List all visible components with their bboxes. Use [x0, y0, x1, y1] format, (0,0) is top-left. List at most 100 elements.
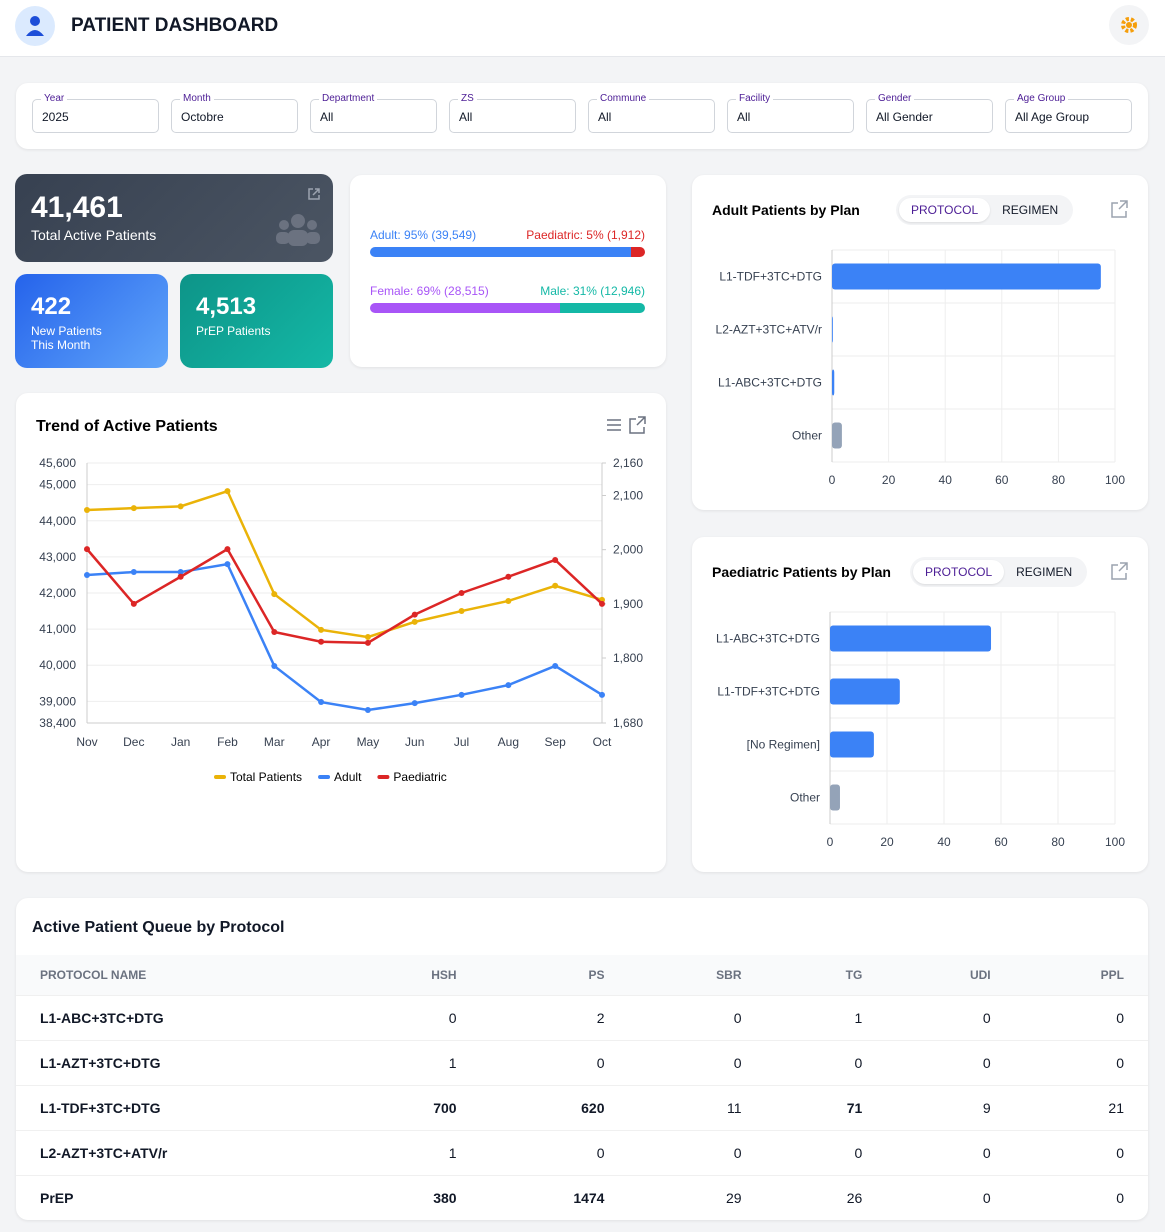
x-tick-label: Jan: [171, 735, 190, 749]
point: [364, 634, 371, 641]
x-tick-label: 20: [882, 473, 896, 487]
point: [458, 590, 465, 596]
filter-select[interactable]: Commune All: [588, 93, 715, 133]
table-cell: 0: [343, 994, 481, 1040]
tab[interactable]: PROTOCOL: [899, 198, 991, 222]
y-tick-label: L1-TDF+3TC+DTG: [717, 685, 820, 699]
kpi-value: 4,513: [196, 293, 257, 320]
paed-card: Paediatric Patients by Plan PROTOCOL REGIM…: [692, 537, 1148, 872]
filter-value: 2025: [42, 110, 69, 124]
point: [130, 600, 137, 607]
column-header: UDI: [886, 955, 1015, 995]
x-tick-label: Aug: [498, 735, 519, 749]
point: [505, 573, 512, 580]
chart: Trend of Active Patients 38,400 39,000 40,0…: [36, 416, 646, 784]
table-cell: 21: [1014, 1084, 1148, 1130]
kpi-label: PrEP Patients: [196, 324, 271, 338]
point: [130, 505, 137, 512]
tab[interactable]: REGIMEN: [1002, 203, 1059, 217]
open-icon[interactable]: [629, 416, 646, 434]
point: [552, 582, 559, 589]
point: [458, 691, 465, 698]
kpi-value: 422: [31, 293, 72, 320]
y-tick-label: 45,600: [39, 456, 76, 470]
filter-value: All Age Group: [1015, 110, 1090, 124]
tab[interactable]: PROTOCOL: [913, 560, 1005, 584]
point: [224, 488, 231, 495]
y-tick-label: 44,000: [39, 514, 76, 528]
y-tick-label: 40,000: [39, 658, 76, 672]
filter-value: Octobre: [181, 110, 224, 124]
chart-title: Paediatric Patients by Plan: [712, 564, 891, 580]
table-cell: 0: [628, 1129, 766, 1175]
filter-label: Age Group: [1014, 93, 1069, 104]
filter-select[interactable]: Gender All Gender: [866, 93, 993, 133]
filter-select[interactable]: Year 2025: [32, 93, 159, 133]
column-header: PS: [480, 955, 629, 995]
legend-swatch: [318, 775, 331, 779]
y-tick-label: 42,000: [39, 586, 76, 600]
table-row: L2-AZT+3TC+ATV/r 1 0 0 0 0 0: [16, 1129, 1148, 1175]
open-icon[interactable]: [1111, 200, 1128, 218]
filter-bar: Year 2025 Month Octobre Department All ZS All Co…: [16, 83, 1148, 149]
table-cell: 1: [765, 994, 887, 1040]
y-tick-label: L1-ABC+3TC+DTG: [716, 632, 820, 646]
table-cell: 0: [886, 1039, 1015, 1085]
table-cell: 700: [343, 1084, 481, 1130]
table-cell: 1: [343, 1039, 481, 1085]
settings-button[interactable]: [1109, 5, 1149, 45]
page-title: PATIENT DASHBOARD: [71, 15, 279, 36]
split-labels: Female: 69% (28,515) Male: 31% (12,946): [370, 284, 645, 298]
filter-select[interactable]: Department All: [310, 93, 437, 133]
table-cell: 0: [628, 1039, 766, 1085]
kpi-label: New Patients This Month: [31, 324, 102, 352]
table-cell: 0: [886, 994, 1015, 1040]
point: [505, 597, 512, 604]
x-tick-label: 40: [939, 473, 953, 487]
table-cell: 0: [886, 1174, 1015, 1220]
point: [177, 573, 184, 580]
point: [411, 611, 418, 618]
split-bar: Female: 69% (28,515) Male: 31% (12,946): [370, 284, 645, 313]
table-card: Active Patient Queue by Protocol PROTOCO…: [16, 898, 1148, 1220]
kpi-prep: 4,513 PrEP Patients: [180, 274, 333, 368]
point: [552, 662, 559, 669]
split-segment: [559, 303, 645, 313]
y-tick-label: Other: [792, 429, 822, 443]
x-tick-label: 60: [994, 835, 1008, 849]
table-cell: PrEP: [16, 1174, 344, 1220]
table-cell: 0: [1014, 1174, 1148, 1220]
table-cell: 0: [480, 1129, 629, 1175]
filter-label: Facility: [736, 93, 774, 104]
filter-value: All Gender: [876, 110, 933, 124]
table-row: PrEP 380 1474 29 26 0 0: [16, 1174, 1148, 1220]
y-tick-label: 43,000: [39, 550, 76, 564]
open-icon[interactable]: [1111, 562, 1128, 580]
y-tick-label: 45,000: [39, 478, 76, 492]
open-icon[interactable]: [307, 187, 321, 201]
y2-tick-label: 1,680: [613, 716, 643, 730]
column-header: SBR: [628, 955, 766, 995]
x-tick-label: Sep: [545, 735, 567, 749]
filter-select[interactable]: ZS All: [449, 93, 576, 133]
split-card: Adult: 95% (39,549) Paediatric: 5% (1,912…: [350, 175, 666, 367]
point: [84, 546, 90, 553]
y2-tick-label: 2,160: [613, 456, 643, 470]
filter-label: ZS: [458, 93, 477, 104]
filter-select[interactable]: Facility All: [727, 93, 854, 133]
menu-icon[interactable]: [607, 419, 621, 431]
x-tick-label: 40: [937, 835, 951, 849]
trend-card: Trend of Active Patients 38,400 39,000 40,0…: [16, 393, 666, 872]
point: [84, 506, 90, 513]
table-cell: L1-AZT+3TC+DTG: [16, 1039, 344, 1085]
split-segment: [370, 303, 560, 313]
tab[interactable]: REGIMEN: [1016, 565, 1073, 579]
tab-group: PROTOCOL REGIMEN: [896, 195, 1074, 225]
table-cell: 0: [1014, 994, 1148, 1040]
filter-select[interactable]: Age Group All Age Group: [1005, 93, 1132, 133]
point: [224, 546, 231, 553]
table-cell: 0: [765, 1129, 887, 1175]
table-cell: 9: [886, 1084, 1015, 1130]
filter-select[interactable]: Month Octobre: [171, 93, 298, 133]
y2-tick-label: 2,000: [613, 543, 643, 557]
